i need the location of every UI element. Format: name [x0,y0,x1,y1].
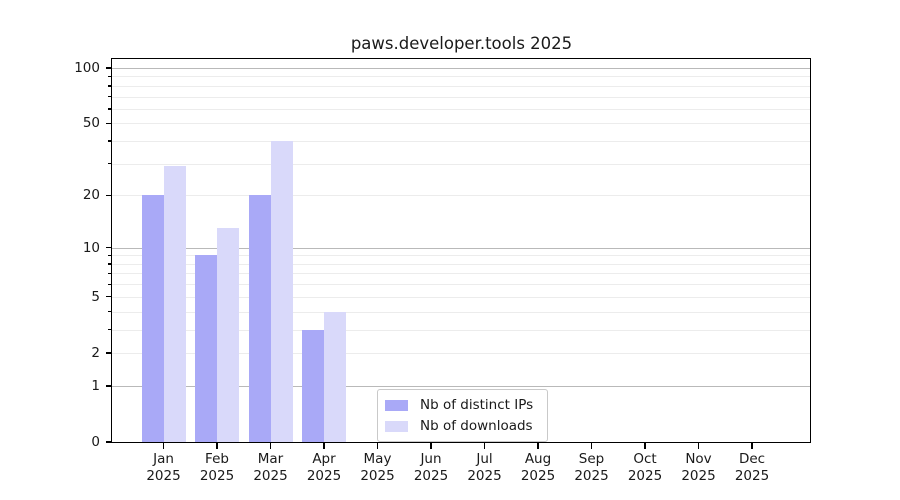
y-minor-tick [108,255,112,256]
gridline-minor [112,123,810,124]
gridline-major [112,68,810,69]
x-tick [591,442,592,449]
bar-downloads [217,228,239,442]
y-minor-tick [108,284,112,285]
x-tick [537,442,538,449]
y-tick-label: 100 [50,60,100,76]
y-tick-label: 20 [50,187,100,203]
y-tick [106,296,113,297]
legend-swatch-downloads [385,421,408,432]
y-minor-tick [108,85,112,86]
bar-distinct-ips [142,195,164,442]
x-tick [163,442,164,449]
bar-downloads [164,166,186,442]
y-tick [106,352,113,353]
y-tick-label: 0 [50,434,100,450]
gridline-minor [112,76,810,77]
y-tick [106,247,113,248]
y-minor-tick [108,140,112,141]
x-tick [698,442,699,449]
bar-distinct-ips [195,255,217,442]
y-tick-label: 5 [50,289,100,305]
legend-entry-distinct-ips: Nb of distinct IPs [385,396,533,414]
x-tick [270,442,271,449]
y-tick-label: 1 [50,378,100,394]
x-tick [430,442,431,449]
x-tick-label: Dec 2025 [720,451,784,484]
y-minor-tick [108,76,112,77]
y-minor-tick [108,273,112,274]
y-minor-tick [108,96,112,97]
chart-title: paws.developer.tools 2025 [111,34,812,53]
y-minor-tick [108,329,112,330]
y-minor-tick [108,263,112,264]
legend-label-distinct-ips: Nb of distinct IPs [420,397,533,413]
gridline-minor [112,86,810,87]
x-tick [323,442,324,449]
bar-downloads [324,312,346,442]
y-tick [106,123,113,124]
y-tick-label: 50 [50,115,100,131]
figure: paws.developer.tools 2025 Nb of distinct… [0,0,900,500]
legend-swatch-distinct-ips [385,400,408,411]
bar-downloads [271,141,293,442]
y-minor-tick [108,108,112,109]
legend-entry-downloads: Nb of downloads [385,417,533,435]
y-tick-label: 10 [50,240,100,256]
x-tick [216,442,217,449]
y-tick [106,441,113,442]
gridline-minor [112,97,810,98]
legend-label-downloads: Nb of downloads [420,418,533,434]
bar-distinct-ips [302,330,324,442]
legend: Nb of distinct IPs Nb of downloads [377,389,548,442]
x-tick [377,442,378,449]
y-tick [106,195,113,196]
y-tick [106,385,113,386]
gridline-minor [112,195,810,196]
x-tick [484,442,485,449]
gridline-minor [112,109,810,110]
plot-area: Nb of distinct IPs Nb of downloads 01251… [111,58,811,443]
y-tick-label: 2 [50,345,100,361]
x-tick [751,442,752,449]
y-minor-tick [108,163,112,164]
gridline-minor [112,141,810,142]
bar-distinct-ips [249,195,271,442]
x-tick [644,442,645,449]
gridline-minor [112,164,810,165]
y-minor-tick [108,311,112,312]
y-tick [106,67,113,68]
